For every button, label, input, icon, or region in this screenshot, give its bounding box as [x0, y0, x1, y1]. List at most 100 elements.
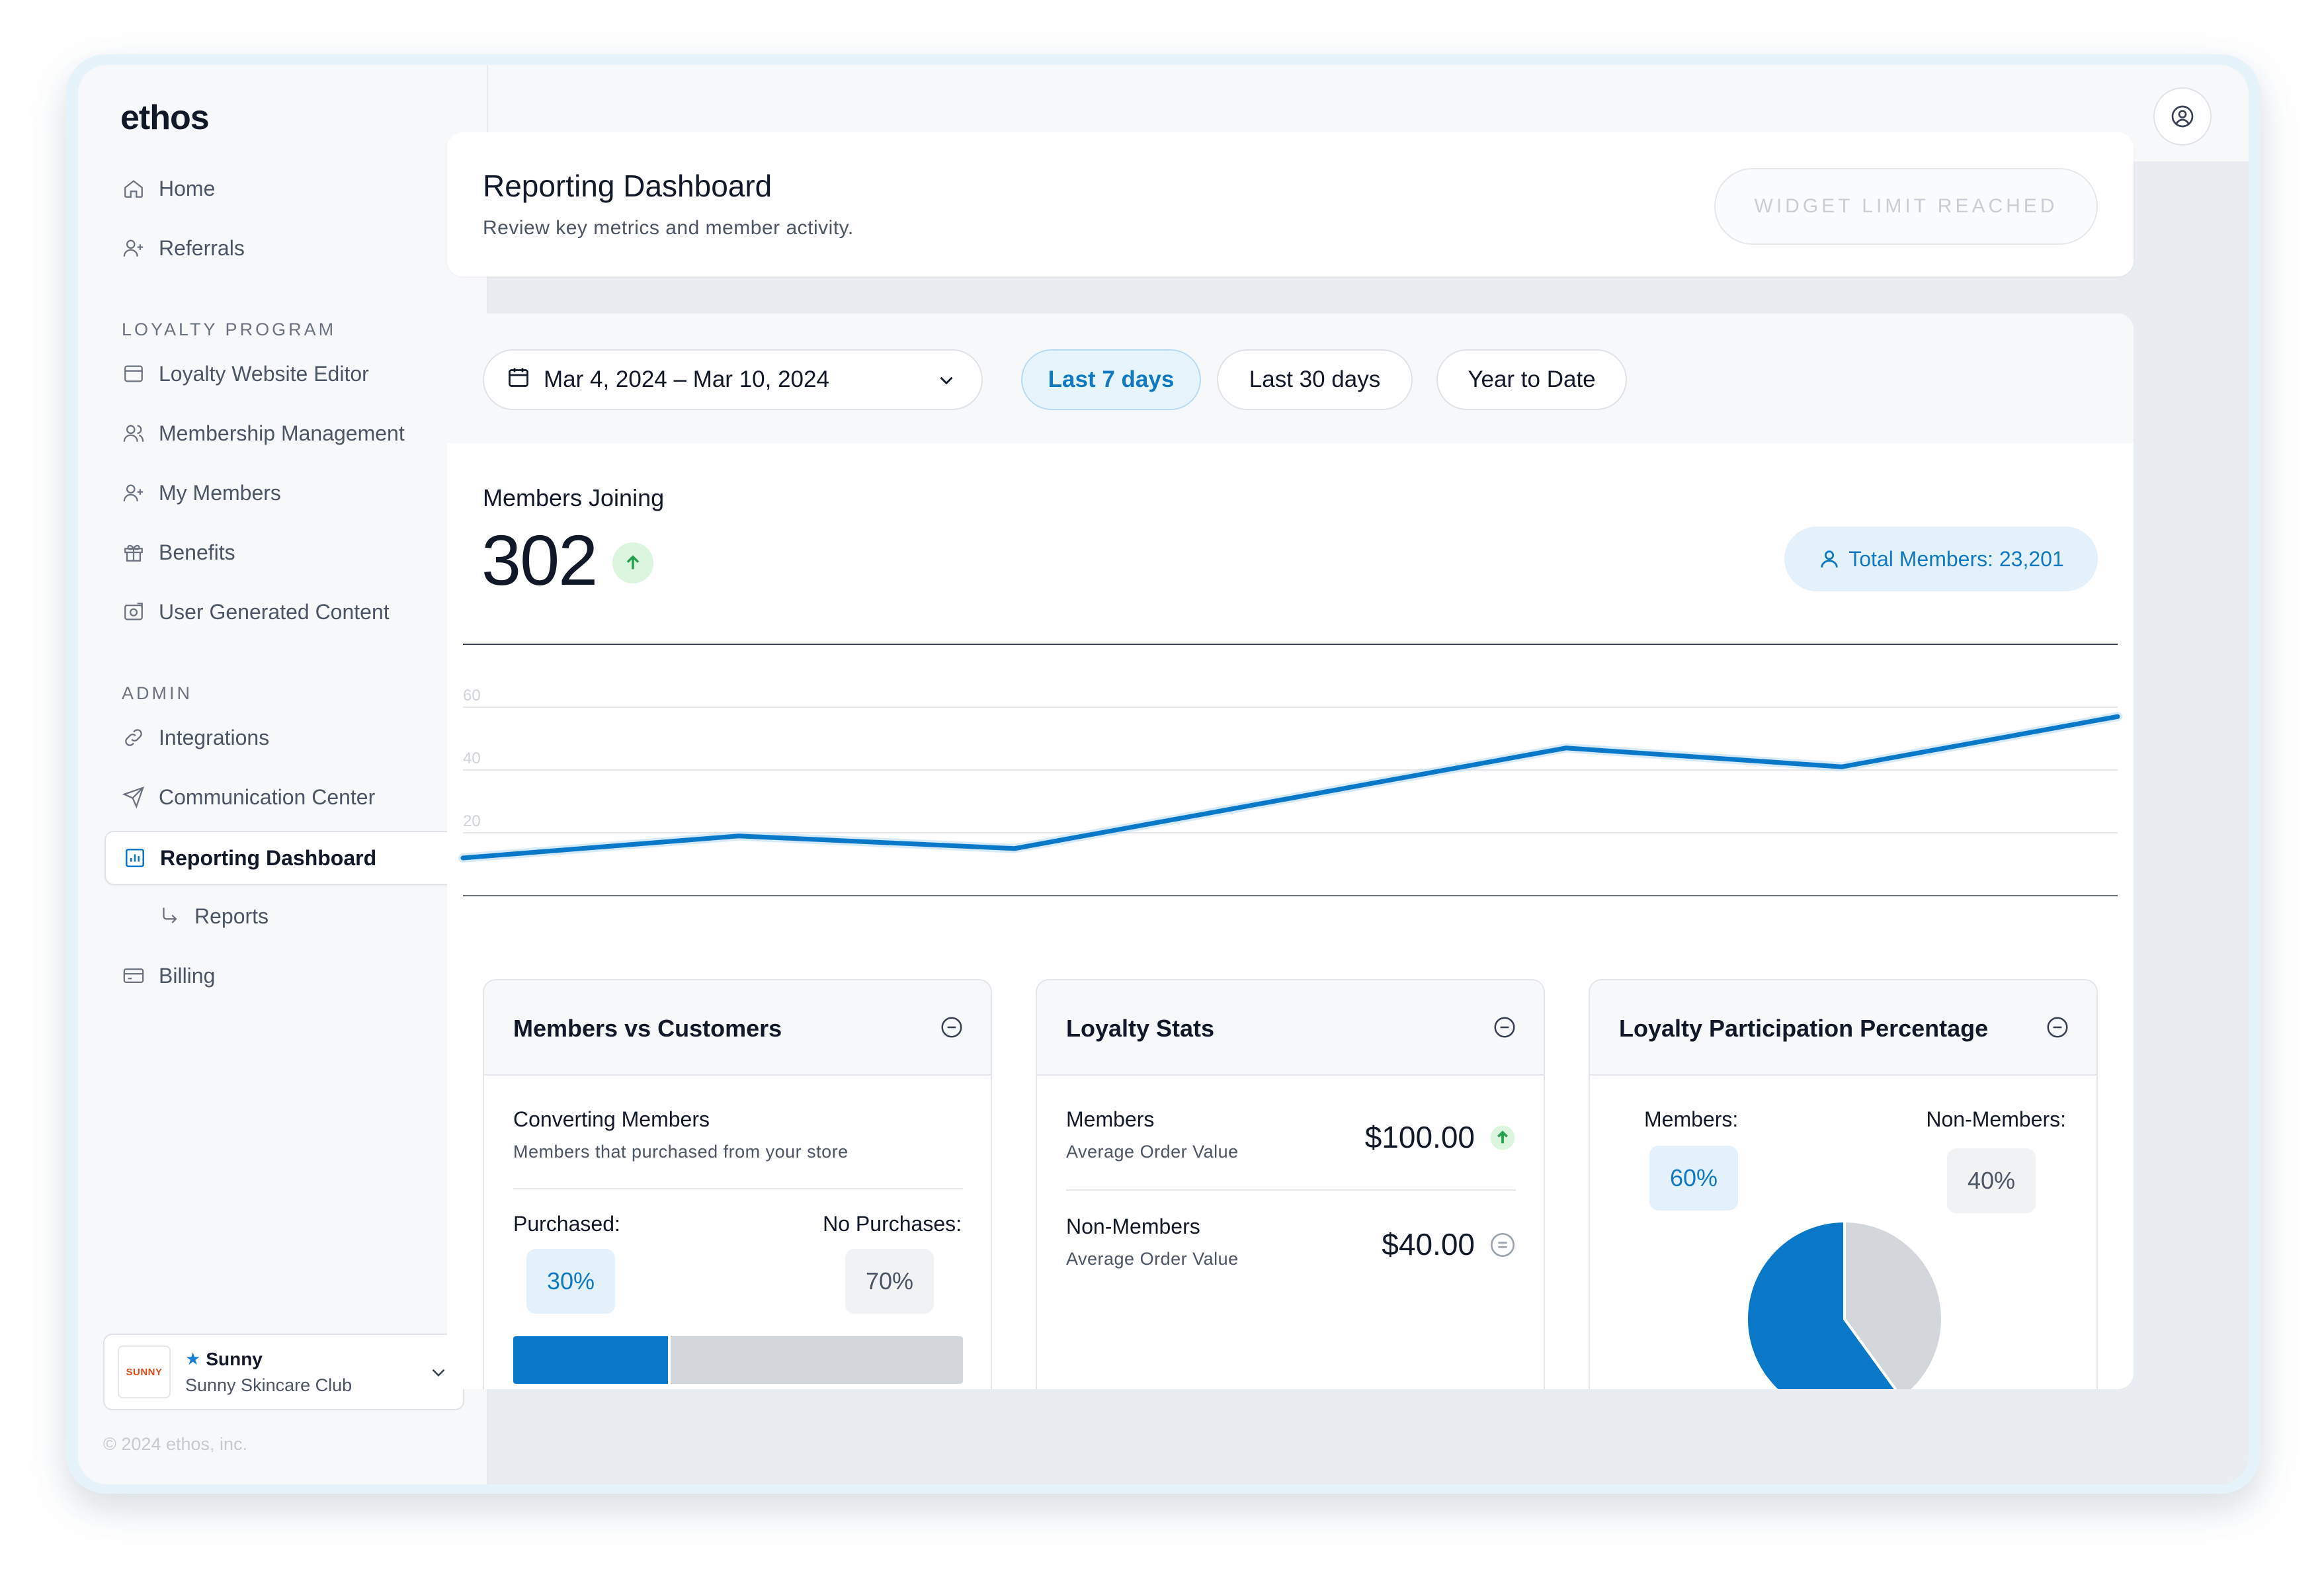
members-joining-title: Members Joining — [483, 484, 665, 511]
org-name-row: ★ Sunny — [185, 1349, 352, 1370]
divider — [513, 1188, 963, 1189]
sidebar-item-label: Billing — [159, 963, 216, 988]
bar-chart-icon — [123, 846, 147, 870]
section-admin[interactable]: ADMIN — [122, 681, 466, 706]
section-title: ADMIN — [122, 683, 192, 703]
minus-circle-icon[interactable] — [1492, 1015, 1517, 1043]
sidebar-item-integrations[interactable]: Integrations — [104, 710, 466, 765]
org-subtitle: Sunny Skincare Club — [185, 1375, 353, 1395]
header-card: Reporting Dashboard Review key metrics a… — [447, 132, 2134, 277]
send-icon — [122, 785, 145, 809]
sidebar-item-label: Referrals — [159, 235, 245, 260]
browser-window-icon — [122, 362, 145, 386]
credit-card-icon — [122, 964, 145, 988]
user-plus-icon — [122, 481, 145, 505]
total-members-badge: Total Members: 23,201 — [1784, 527, 2098, 591]
non-members-aov-sub: Average Order Value — [1066, 1249, 1239, 1269]
members-joining-chart: 204060Mar 4Mar 5Mar 6Mar 7Mar 8Mar 9Mar … — [458, 644, 2122, 896]
sidebar-item-label: User Generated Content — [159, 599, 390, 624]
pie-slice-members — [1745, 1219, 1897, 1389]
widget-title: Members vs Customers — [513, 1015, 782, 1042]
members-label: Members: — [1644, 1107, 1739, 1131]
page-title: Reporting Dashboard — [483, 169, 772, 203]
widget-members-vs-customers: Members vs Customers Converting Members … — [483, 979, 992, 1389]
sidebar-item-referrals[interactable]: Referrals — [104, 221, 466, 275]
non-members-aov-amount: $40.00 — [1382, 1227, 1475, 1261]
widget-loyalty-stats: Loyalty Stats Members Average Order Valu… — [1036, 979, 1545, 1389]
widget-title: Loyalty Stats — [1066, 1015, 1215, 1042]
org-name: Sunny — [206, 1348, 263, 1369]
members-aov-amount: $100.00 — [1364, 1120, 1475, 1154]
y-tick-label: 60 — [463, 687, 481, 704]
members-aov-label: Members — [1066, 1107, 1155, 1131]
preset-year-to-date[interactable]: Year to Date — [1436, 349, 1627, 410]
chevron-down-icon[interactable] — [427, 1361, 450, 1387]
purchased-percent: 30% — [526, 1249, 615, 1314]
app-logo[interactable]: ethos — [120, 99, 210, 137]
sidebar-item-reporting-dashboard[interactable]: Reporting Dashboard — [104, 831, 466, 885]
no-purchases-label: No Purchases: — [823, 1212, 962, 1236]
user-circle-icon — [2171, 105, 2194, 128]
y-tick-label: 40 — [463, 749, 481, 767]
no-purchases-percent: 70% — [845, 1249, 934, 1314]
filter-bar: Mar 4, 2024 – Mar 10, 2024 Last 7 days L… — [447, 314, 2134, 443]
user-menu-button[interactable] — [2153, 87, 2212, 146]
page-subtitle: Review key metrics and member activity. — [483, 217, 854, 239]
dashboard-card: Mar 4, 2024 – Mar 10, 2024 Last 7 days L… — [447, 314, 2134, 1389]
divider — [1066, 1189, 1516, 1191]
sidebar-item-communication-center[interactable]: Communication Center — [104, 770, 466, 824]
members-aov-sub: Average Order Value — [1066, 1142, 1239, 1162]
gift-icon — [122, 540, 145, 564]
star-icon: ★ — [185, 1349, 201, 1369]
user-plus-icon — [122, 236, 145, 260]
sidebar-item-label: Reports — [194, 904, 269, 928]
sidebar-item-loyalty-website-editor[interactable]: Loyalty Website Editor — [104, 347, 466, 401]
purchase-bar — [513, 1336, 963, 1384]
sidebar-item-label: Membership Management — [159, 421, 405, 445]
home-icon — [122, 177, 145, 200]
sidebar-item-my-members[interactable]: My Members — [104, 466, 466, 520]
sidebar-item-label: Home — [159, 176, 216, 200]
widget-limit-button[interactable]: WIDGET LIMIT REACHED — [1714, 168, 2098, 245]
sidebar-item-label: Reporting Dashboard — [160, 845, 377, 870]
users-icon — [122, 421, 145, 445]
non-members-label: Non-Members: — [1926, 1107, 2066, 1131]
calendar-icon — [507, 365, 544, 395]
trend-up-icon — [612, 542, 653, 583]
members-joining-value: 302 — [481, 520, 598, 600]
participation-pie-chart — [1745, 1219, 1944, 1389]
section-loyalty-program[interactable]: LOYALTY PROGRAM — [122, 318, 466, 342]
org-logo: SUNNY — [118, 1345, 171, 1398]
org-switcher[interactable]: SUNNY ★ Sunny Sunny Skincare Club — [103, 1334, 464, 1410]
pie-slice-non-members — [1843, 1219, 1944, 1389]
members-percent: 60% — [1649, 1146, 1738, 1211]
purchased-label: Purchased: — [513, 1212, 620, 1236]
sidebar-item-reports[interactable]: Reports — [104, 889, 466, 943]
user-icon — [1821, 550, 1838, 568]
sidebar-item-label: Communication Center — [159, 785, 376, 809]
sidebar: ethos Home Referrals LOYALTY PROGRAM Loy… — [78, 65, 488, 1484]
widget-loyalty-participation: Loyalty Participation Percentage Members… — [1589, 979, 2098, 1389]
neutral-trend-icon — [1491, 1233, 1515, 1257]
minus-circle-icon[interactable] — [2045, 1015, 2070, 1043]
sidebar-item-membership-management[interactable]: Membership Management — [104, 406, 466, 460]
copyright: © 2024 ethos, inc. — [103, 1434, 248, 1454]
camera-icon — [122, 600, 145, 624]
date-range-picker[interactable]: Mar 4, 2024 – Mar 10, 2024 — [483, 349, 983, 410]
sidebar-item-user-generated-content[interactable]: User Generated Content — [104, 585, 466, 639]
sidebar-item-billing[interactable]: Billing — [104, 949, 466, 1003]
preset-last-30-days[interactable]: Last 30 days — [1217, 349, 1413, 410]
purchase-bar-fill — [513, 1336, 671, 1384]
sidebar-item-label: My Members — [159, 480, 281, 505]
sidebar-item-home[interactable]: Home — [104, 161, 466, 216]
date-range-value: Mar 4, 2024 – Mar 10, 2024 — [544, 366, 829, 392]
series-line — [460, 714, 2120, 861]
section-title: LOYALTY PROGRAM — [122, 320, 337, 339]
total-members-text: Total Members: 23,201 — [1848, 546, 2064, 571]
preset-last-7-days[interactable]: Last 7 days — [1021, 349, 1201, 410]
non-members-percent: 40% — [1947, 1148, 2036, 1213]
sidebar-item-benefits[interactable]: Benefits — [104, 525, 466, 579]
minus-circle-icon[interactable] — [939, 1015, 964, 1043]
trend-up-icon — [1490, 1125, 1515, 1150]
non-members-aov-label: Non-Members — [1066, 1215, 1200, 1238]
